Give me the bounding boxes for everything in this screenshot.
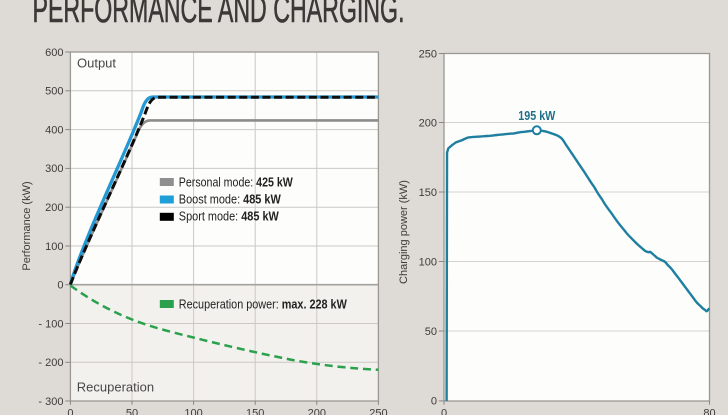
svg-text:250: 250 xyxy=(419,48,437,60)
svg-text:200: 200 xyxy=(419,117,437,129)
svg-text:Output: Output xyxy=(77,55,116,70)
svg-text:150: 150 xyxy=(246,408,264,415)
svg-text:0: 0 xyxy=(57,280,63,292)
svg-text:Recuperation power: max. 228 k: Recuperation power: max. 228 kW xyxy=(179,297,348,312)
svg-text:PERFORMANCE AND CHARGING.: PERFORMANCE AND CHARGING. xyxy=(33,0,405,31)
svg-text:200: 200 xyxy=(308,408,326,415)
svg-text:50: 50 xyxy=(425,326,437,338)
svg-text:0: 0 xyxy=(441,408,447,415)
svg-text:100: 100 xyxy=(419,256,437,268)
svg-text:- 200: - 200 xyxy=(38,357,63,369)
svg-text:200: 200 xyxy=(45,202,63,214)
svg-text:150: 150 xyxy=(419,187,437,199)
svg-text:250: 250 xyxy=(369,408,387,415)
svg-text:Performance (kW): Performance (kW) xyxy=(21,181,33,270)
svg-text:- 300: - 300 xyxy=(38,396,63,408)
svg-text:600: 600 xyxy=(45,47,63,59)
svg-text:195 kW: 195 kW xyxy=(518,108,556,123)
svg-text:300: 300 xyxy=(45,163,63,175)
svg-text:0: 0 xyxy=(67,408,73,415)
svg-text:Personal mode: 425 kW: Personal mode: 425 kW xyxy=(179,175,294,190)
svg-text:Sport mode: 485 kW: Sport mode: 485 kW xyxy=(179,209,280,224)
svg-text:400: 400 xyxy=(45,124,63,136)
svg-text:Charging power (kW): Charging power (kW) xyxy=(398,180,410,284)
svg-text:100: 100 xyxy=(184,408,202,415)
svg-text:50: 50 xyxy=(126,408,138,415)
svg-text:100: 100 xyxy=(45,241,63,253)
svg-text:Boost mode: 485 kW: Boost mode: 485 kW xyxy=(179,192,282,207)
svg-text:- 100: - 100 xyxy=(38,318,63,330)
svg-text:Recuperation: Recuperation xyxy=(77,380,154,395)
svg-text:80: 80 xyxy=(703,408,715,415)
svg-text:500: 500 xyxy=(45,86,63,98)
svg-text:0: 0 xyxy=(431,396,437,408)
